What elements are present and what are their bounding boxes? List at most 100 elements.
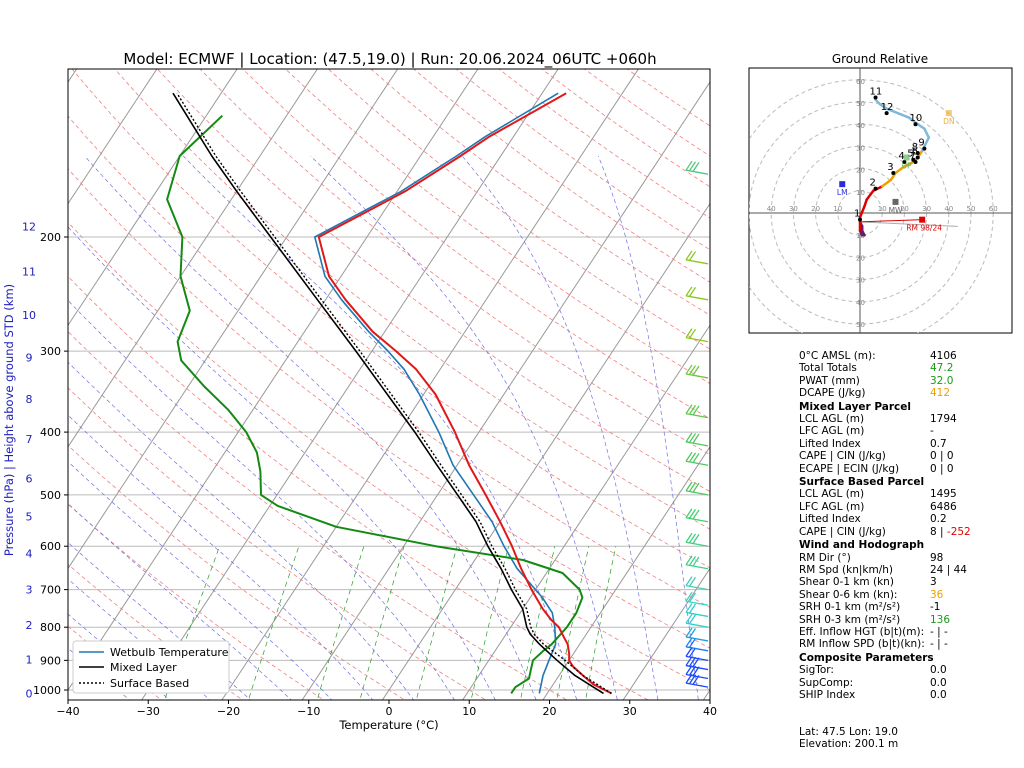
- hodograph-ring-label: 20: [856, 254, 865, 262]
- rm-inflow-value: - | -: [930, 638, 948, 651]
- hodograph-marker-label: MW: [889, 206, 903, 215]
- shear01-value: 3: [930, 576, 937, 589]
- isotherm: [542, 445, 710, 700]
- hodograph-segment: [874, 98, 882, 106]
- hodograph-segment: [885, 107, 899, 115]
- hodograph-height-label: 1: [854, 209, 860, 220]
- moist-adiabat: [68, 542, 252, 700]
- dry-adiabat: [68, 503, 325, 700]
- moist-adiabat: [68, 414, 374, 700]
- isotherm: [68, 69, 238, 327]
- sigtor-label: SigTor:: [799, 664, 834, 677]
- rm-dir-value: 98: [930, 551, 944, 564]
- height-tick-label: 9: [26, 352, 33, 365]
- hodograph-ring-label: 50: [856, 321, 865, 329]
- ml-li-label: Lifted Index: [799, 437, 861, 450]
- dry-adiabat: [68, 444, 406, 700]
- moist-adiabat: [68, 461, 333, 700]
- sb-cape-value: 8 |: [930, 525, 944, 538]
- x-axis-label: Temperature (°C): [338, 718, 438, 732]
- height-tick-label: 0: [26, 687, 33, 700]
- moist-adiabat: [461, 155, 659, 700]
- isotherm: [68, 69, 78, 83]
- wetbulb-line: [314, 92, 559, 694]
- hodograph-marker: [839, 181, 846, 188]
- height-tick-label: 2: [26, 619, 33, 632]
- wind-barb: [685, 555, 709, 570]
- sb-header: Surface Based Parcel: [799, 476, 925, 489]
- ml-cape-label: CAPE | CIN (J/kg): [799, 450, 886, 463]
- x-tick-label: 10: [462, 705, 476, 718]
- hodograph-ring-label: 10: [856, 232, 865, 240]
- eff-hgt-label: Eff. Inflow HGT (b|t)(m):: [799, 625, 925, 638]
- pressure-tick-label: 800: [40, 621, 61, 634]
- wind-barb: [685, 286, 709, 301]
- height-tick-label: 5: [26, 510, 33, 523]
- moist-adiabat: [597, 155, 699, 700]
- total-totals-label: Total Totals: [799, 362, 857, 375]
- dewpoint-line: [166, 114, 584, 694]
- hodograph-axis-label: 10: [833, 205, 842, 213]
- supcomp-label: SupComp:: [799, 676, 854, 689]
- height-tick-label: 10: [22, 309, 36, 322]
- freezing-value: 4106: [930, 350, 957, 362]
- shear01-label: Shear 0-1 km (kn): [799, 576, 894, 589]
- hodograph-height-label: 12: [881, 102, 894, 113]
- hodograph-marker-label: RM 98/24: [906, 224, 942, 233]
- dry-adiabat: [199, 69, 710, 456]
- hodograph-height-dot: [873, 186, 878, 191]
- hodograph-marker: [919, 216, 926, 223]
- wind-barb: [685, 637, 709, 652]
- hodograph-title: Ground Relative: [832, 52, 928, 66]
- isotherm: [221, 69, 639, 700]
- pressure-tick-label: 300: [40, 345, 61, 358]
- moist-adiabat: [68, 361, 415, 700]
- height-tick-label: 11: [22, 266, 36, 279]
- hodograph-height-label: 5: [907, 149, 913, 160]
- wind-barb: [685, 250, 709, 265]
- eff-hgt-value: - | -: [930, 625, 948, 638]
- hodograph-segment: [903, 160, 915, 168]
- elevation-text: Elevation: 200.1 m: [799, 738, 899, 751]
- ml-li-value: 0.7: [930, 437, 947, 450]
- hodograph-ring-label: 40: [856, 299, 865, 307]
- height-tick-label: 3: [26, 584, 33, 597]
- rm-dir-label: RM Dir (°): [799, 551, 851, 564]
- wind-barb: [685, 613, 709, 628]
- latlon-text: Lat: 47.5 Lon: 19.0: [799, 726, 898, 738]
- x-tick-label: −30: [137, 705, 160, 718]
- hodograph-height-label: 11: [870, 87, 883, 98]
- moist-adiabat: [183, 155, 578, 700]
- srh01-label: SRH 0-1 km (m²/s²): [799, 601, 901, 614]
- wind-barb: [685, 404, 709, 419]
- dcape-label: DCAPE (J/kg): [799, 387, 866, 400]
- hodograph-segment: [923, 127, 931, 139]
- moist-adiabat: [68, 226, 496, 700]
- mixing-ratio-line: [415, 546, 458, 700]
- hodograph-height-label: 7: [910, 151, 916, 162]
- ml-cape-value: 0 | 0: [930, 450, 954, 463]
- wind-barb: [685, 646, 709, 661]
- dry-adiabat: [370, 69, 710, 316]
- pressure-tick-label: 200: [40, 231, 61, 244]
- rm-spd-value: 24 | 44: [930, 563, 967, 576]
- wind-barb: [685, 591, 709, 606]
- hodograph-height-label: 9: [918, 138, 924, 149]
- wind-barb: [685, 160, 709, 175]
- sb-lcl-label: LCL AGL (m): [799, 488, 865, 501]
- isotherm: [622, 567, 710, 700]
- pressure-tick-label: 700: [40, 584, 61, 597]
- hodograph-axis-label: 50: [967, 205, 976, 213]
- hodograph-marker-label: UP: [902, 162, 912, 171]
- x-tick-label: 20: [543, 705, 557, 718]
- sb-lfc-label: LFC AGL (m): [799, 500, 865, 513]
- ml-ecape-label: ECAPE | ECIN (J/kg): [799, 462, 900, 475]
- hodograph-segment: [896, 111, 911, 119]
- legend: Wetbulb Temperature Mixed Layer Surface …: [72, 640, 230, 694]
- isotherm: [462, 324, 710, 700]
- sigtor-value: 0.0: [930, 664, 947, 677]
- hodograph-segment: [878, 102, 888, 110]
- wind-barb: [685, 532, 709, 547]
- hodograph-height-label: 2: [870, 178, 876, 189]
- x-tick-label: 40: [703, 705, 717, 718]
